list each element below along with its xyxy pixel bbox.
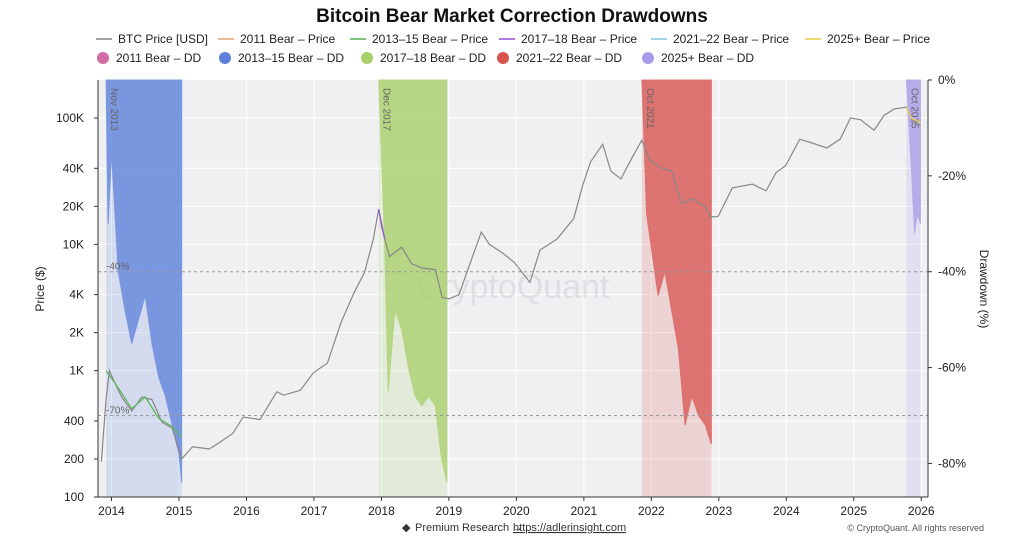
chart-title: Bitcoin Bear Market Correction Drawdowns: [316, 6, 708, 27]
x-tick-label: 2019: [436, 504, 463, 518]
bear-price-line: [105, 370, 183, 438]
reference-lines: -40% -70%: [98, 262, 928, 417]
footer: ◆ Premium Research → https://adlerinsigh…: [402, 522, 984, 534]
price-lines: [100, 106, 921, 462]
btc-price-line: [100, 106, 921, 462]
x-tick-label: 2015: [166, 504, 193, 518]
x-tick-label: 2021: [571, 504, 598, 518]
drawdown-area: [641, 79, 712, 445]
legend-item: BTC Price [USD]: [96, 32, 208, 46]
legend-item: 2025+ Bear – Price: [805, 32, 930, 46]
x-tick-label: 2024: [773, 504, 800, 518]
drawdown-area: [905, 79, 922, 234]
legend-item: 2021–22 Bear – DD: [497, 51, 622, 65]
y-tick-label: 10K: [63, 237, 84, 251]
legend-label: BTC Price [USD]: [118, 32, 208, 46]
y-tick-label: 100K: [56, 111, 84, 125]
y2-tick-label: -60%: [938, 361, 966, 375]
y-tick-label: 20K: [63, 199, 84, 213]
x-tick-label: 2025: [840, 504, 867, 518]
legend-swatch-dot: [219, 52, 231, 64]
legend-swatch-dot: [497, 52, 509, 64]
y2-tick-label: 0%: [938, 73, 956, 87]
legend-label: 2025+ Bear – Price: [827, 32, 930, 46]
x-tick-label: 2020: [503, 504, 530, 518]
x-tick-label: 2026: [908, 504, 935, 518]
legend-item: 2013–15 Bear – Price: [350, 32, 488, 46]
x-tick-label: 2017: [301, 504, 328, 518]
legend-item: 2013–15 Bear – DD: [219, 51, 344, 65]
y2-tick-label: -20%: [938, 169, 966, 183]
legend-label: 2011 Bear – DD: [116, 51, 201, 65]
legend-item: 2025+ Bear – DD: [642, 51, 754, 65]
legend-item: 2017–18 Bear – DD: [361, 51, 486, 65]
legend-label: 2011 Bear – Price: [240, 32, 335, 46]
legend-label: 2013–15 Bear – Price: [372, 32, 488, 46]
period-label: Oct 2025: [908, 88, 919, 129]
x-tick-label: 2014: [98, 504, 125, 518]
bear-price-line: [905, 106, 921, 124]
axes: 2014 2015 2016 2017 2018 2019 2020 2021 2022 2023…: [56, 73, 966, 518]
legend-item: 2011 Bear – DD: [97, 51, 201, 65]
reference-line-label: -70%: [106, 406, 129, 417]
bear-price-line: [378, 209, 386, 240]
y-tick-label: 100: [64, 490, 84, 504]
footer-link[interactable]: https://adlerinsight.com: [513, 522, 626, 534]
legend-label: 2021–22 Bear – DD: [516, 51, 622, 65]
legend: BTC Price [USD] 2011 Bear – Price 2013–15 …: [96, 32, 930, 65]
footer-text: Premium Research →: [415, 522, 523, 534]
legend-label: 2021–22 Bear – Price: [673, 32, 789, 46]
y-tick-label: 1K: [69, 364, 84, 378]
legend-item: 2021–22 Bear – Price: [651, 32, 789, 46]
x-tick-label: 2018: [368, 504, 395, 518]
legend-swatch-dot: [361, 52, 373, 64]
drawdown-area: [105, 79, 183, 483]
drawdown-areas: Nov 2013 Dec 2017 Oct 2021 Oct 2025: [105, 79, 922, 497]
drawdown-area: [378, 79, 448, 483]
period-label: Dec 2017: [381, 88, 392, 131]
diamond-icon: ◆: [402, 522, 411, 534]
legend-label: 2017–18 Bear – Price: [521, 32, 637, 46]
y-tick-label: 40K: [63, 161, 84, 175]
x-tick-label: 2016: [233, 504, 260, 518]
y-tick-label: 2K: [69, 326, 84, 340]
x-tick-label: 2022: [638, 504, 665, 518]
y2-axis-label: Drawdown (%): [977, 250, 991, 329]
legend-label: 2017–18 Bear – DD: [380, 51, 486, 65]
legend-label: 2013–15 Bear – DD: [238, 51, 344, 65]
legend-item: 2017–18 Bear – Price: [499, 32, 637, 46]
y2-tick-label: -40%: [938, 265, 966, 279]
reference-line-label: -40%: [106, 262, 129, 273]
y-tick-label: 4K: [69, 288, 84, 302]
legend-item: 2011 Bear – Price: [218, 32, 335, 46]
period-label: Oct 2021: [644, 88, 655, 129]
watermark: CryptoQuant: [417, 268, 610, 306]
copyright: © CryptoQuant. All rights reserved: [847, 523, 984, 533]
legend-label: 2025+ Bear – DD: [661, 51, 754, 65]
y2-tick-label: -80%: [938, 456, 966, 470]
legend-swatch-dot: [97, 52, 109, 64]
y-axis-label: Price ($): [33, 266, 47, 311]
x-tick-label: 2023: [705, 504, 732, 518]
y-tick-label: 400: [64, 414, 84, 428]
period-label: Nov 2013: [108, 88, 119, 131]
legend-swatch-dot: [642, 52, 654, 64]
y-tick-label: 200: [64, 452, 84, 466]
